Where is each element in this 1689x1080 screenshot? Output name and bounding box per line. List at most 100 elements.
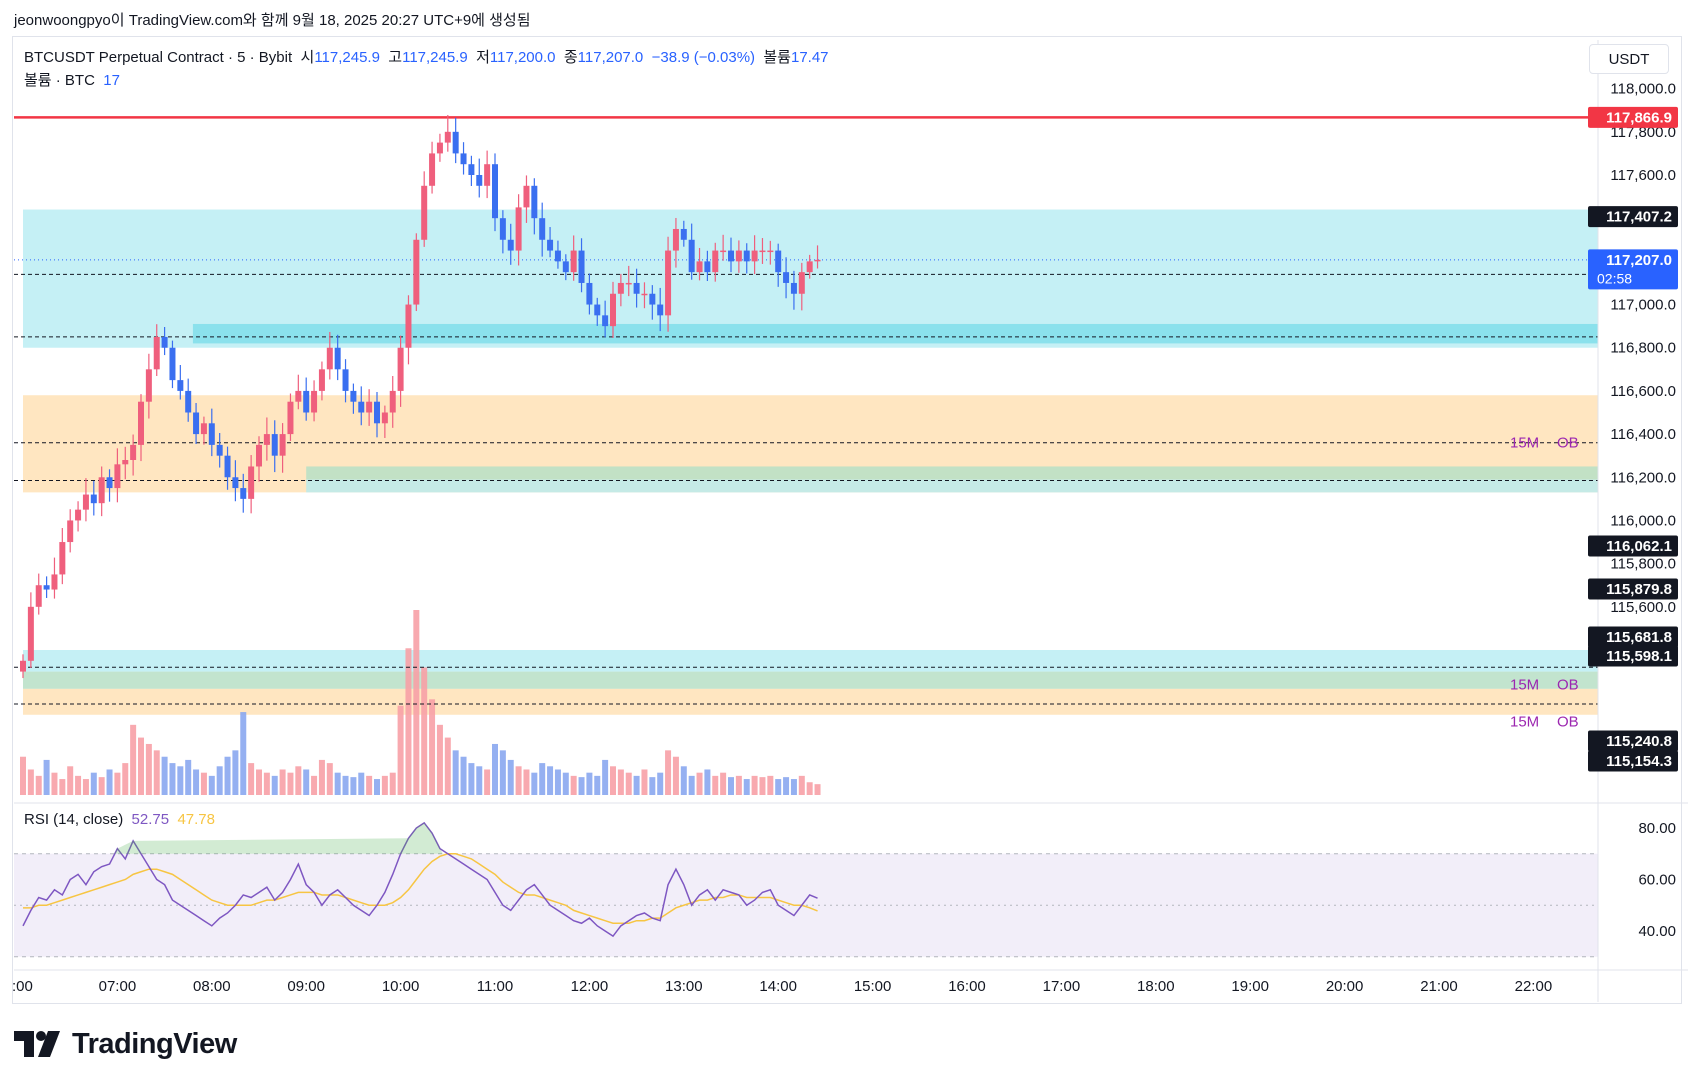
volume-bar [492, 743, 498, 795]
currency-button[interactable]: USDT [1589, 44, 1669, 74]
candle-body [90, 494, 97, 504]
volume-bar [381, 775, 388, 795]
candle-body [334, 347, 341, 370]
candle-body [641, 293, 648, 296]
volume-bar [27, 769, 34, 795]
price-tick-label: 117,600.0 [1610, 167, 1676, 184]
candles-layer [20, 114, 821, 679]
candle-body [130, 444, 137, 460]
candle-body [460, 153, 467, 165]
candle-body [114, 464, 121, 489]
candle-body [177, 380, 184, 391]
volume-bar [523, 769, 530, 795]
candle-body [672, 228, 679, 251]
volume-bar [51, 772, 58, 795]
candle-body [507, 239, 514, 251]
volume-bar [130, 724, 137, 795]
rsi-indicator-label[interactable]: RSI (14, close) [24, 811, 124, 828]
candle-body [271, 434, 278, 456]
candle-body [405, 304, 412, 348]
price-axis-label-bg [1588, 626, 1678, 648]
volume-label: 볼륨 [763, 49, 791, 66]
open-label: 시 [300, 49, 315, 66]
volume-bar [444, 737, 451, 795]
volume-bar [688, 775, 695, 795]
candle-body [59, 542, 66, 575]
candle-body [720, 250, 727, 253]
candle-body [366, 401, 373, 413]
rsi-tick-label: 60.00 [1638, 872, 1676, 889]
price-tick-label: 116,600.0 [1610, 383, 1676, 400]
candle-body [610, 293, 616, 327]
volume-bar [680, 766, 687, 795]
volume-bar [586, 772, 593, 795]
volume-indicator-label[interactable]: 볼륨 · BTC [24, 72, 95, 89]
candle-body [436, 142, 443, 154]
volume-bar [759, 777, 766, 795]
volume-bar [303, 769, 310, 795]
candle-body [358, 401, 365, 413]
zone-tag-label: OB [1557, 713, 1579, 730]
volume-bar [208, 775, 215, 795]
volume-bar [20, 756, 26, 795]
volume-bar [814, 784, 821, 795]
volume-bar [216, 766, 223, 795]
candle-body [429, 153, 436, 186]
price-axis-label-bg [1588, 535, 1678, 557]
bar-countdown-label: 02:58 [1597, 270, 1632, 286]
volume-bar [232, 750, 239, 795]
symbol-name[interactable]: BTCUSDT Perpetual Contract · 5 · Bybit [24, 49, 293, 66]
volume-indicator-value: 17 [103, 72, 120, 89]
volume-bar [429, 699, 436, 795]
zones-layer [23, 209, 1599, 715]
price-axis-label: 115,240.8 [1606, 733, 1672, 750]
volume-bar [728, 777, 734, 795]
rsi-line [22, 821, 818, 938]
volume-bar [720, 772, 727, 795]
candle-body [208, 423, 215, 445]
price-axis-label: 115,154.3 [1606, 753, 1672, 770]
volume-bar [240, 712, 247, 795]
candle-body [248, 466, 255, 499]
price-axis-label: 117,207.0 [1606, 252, 1672, 269]
volume-bar [185, 759, 192, 795]
time-tick-label: 18:00 [1137, 978, 1175, 995]
volume-bar [783, 777, 790, 795]
volume-bar [735, 775, 742, 795]
time-tick-label: 20:00 [1326, 978, 1364, 995]
candle-body [51, 574, 58, 590]
candle-body [193, 412, 200, 435]
candle-body [680, 228, 687, 240]
volume-bar [633, 775, 640, 795]
volume-bar [106, 769, 113, 795]
candle-body [444, 131, 451, 143]
volume-bar [696, 772, 703, 795]
candle-body [625, 282, 632, 285]
price-axis-label: 117,407.2 [1606, 209, 1672, 226]
time-tick-label: 09:00 [287, 978, 325, 995]
zone-blue [306, 479, 1599, 493]
volume-bar [263, 772, 270, 795]
zone-blue-strong [192, 323, 1598, 344]
time-tick-label: 19:00 [1231, 978, 1269, 995]
candle-body [633, 282, 640, 294]
zone-green [306, 466, 1599, 480]
volume-bar [161, 756, 168, 795]
volume-bar [657, 772, 664, 795]
candle-body [200, 423, 207, 435]
candle-body [649, 293, 656, 305]
price-axis-label-bg [1588, 249, 1678, 290]
candle-body [476, 175, 483, 186]
candle-body [783, 272, 790, 283]
volume-bar [610, 766, 616, 795]
candle-body [20, 660, 26, 672]
volume-bar [641, 769, 648, 795]
tradingview-logo[interactable]: TradingView [14, 1028, 237, 1060]
volume-bar [366, 775, 373, 795]
volume-bar [67, 766, 74, 795]
candle-body [554, 250, 561, 262]
candle-body [570, 250, 577, 273]
rsi-legend: RSI (14, close) 52.75 47.78 [24, 811, 215, 828]
volume-bar [436, 724, 443, 795]
